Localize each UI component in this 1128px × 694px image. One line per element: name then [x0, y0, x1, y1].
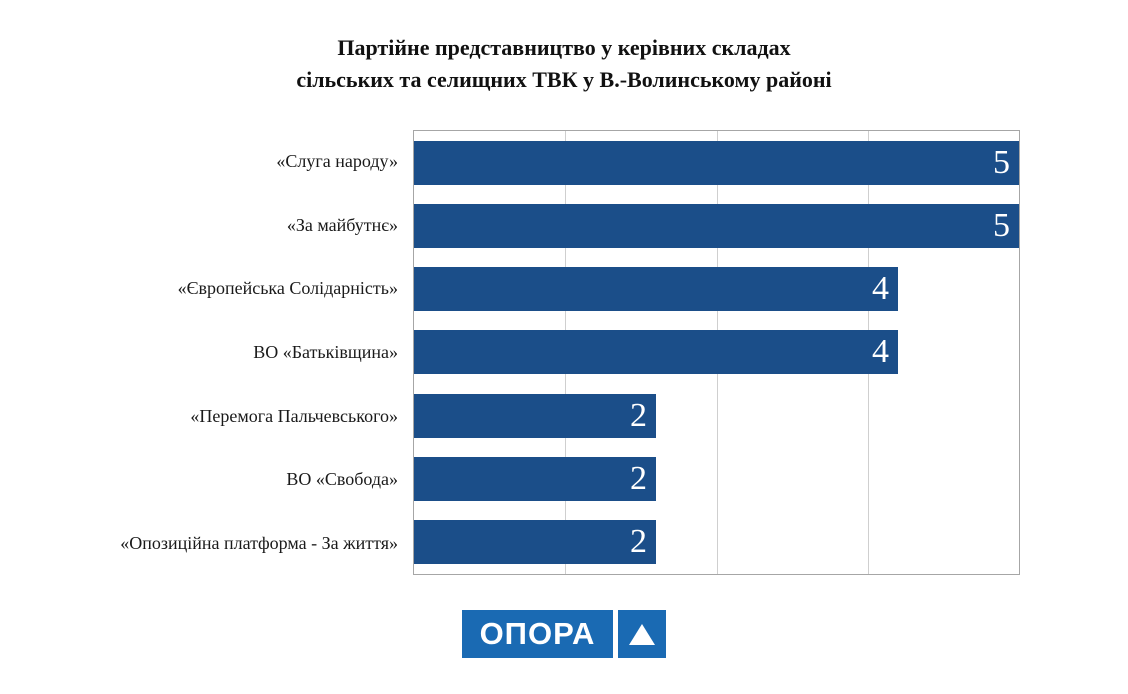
category-label: «Опозиційна платформа - За життя»	[120, 532, 398, 553]
category-label: ВО «Свобода»	[286, 469, 398, 490]
value-label: 5	[993, 206, 1010, 244]
value-label: 2	[630, 460, 647, 498]
opora-logo-text: ОПОРА	[461, 610, 614, 658]
triangle-up-icon	[629, 623, 656, 645]
value-label: 2	[630, 523, 647, 561]
bar: 2	[414, 457, 656, 502]
value-label: 4	[872, 270, 889, 308]
bar: 5	[414, 203, 1019, 248]
opora-logo-square	[618, 610, 667, 658]
category-label: «Перемога Пальчевського»	[190, 405, 398, 426]
bar-row: 2	[414, 447, 1019, 510]
bar: 5	[414, 140, 1019, 185]
bar-row: 4	[414, 258, 1019, 321]
category-label: «Європейська Солідарність»	[177, 278, 398, 299]
chart-title-line-2: сільських та селищних ТВК у В.-Волинсько…	[296, 66, 832, 92]
bar-row: 2	[414, 384, 1019, 447]
bar: 2	[414, 393, 656, 438]
category-label: «Слуга народу»	[276, 151, 398, 172]
bar: 2	[414, 520, 656, 565]
bar: 4	[414, 330, 898, 375]
bar: 4	[414, 267, 898, 312]
chart-title: Партійне представництво у керівних склад…	[0, 32, 1128, 96]
bar-row: 5	[414, 194, 1019, 257]
value-label: 2	[630, 396, 647, 434]
bar-row: 5	[414, 131, 1019, 194]
category-label: ВО «Батьківщина»	[253, 342, 398, 363]
bar-row: 2	[414, 511, 1019, 574]
plot-area: 5 5 4 4 2 2	[413, 130, 1020, 575]
category-labels: «Слуга народу» «За майбутнє» «Європейськ…	[28, 130, 413, 575]
chart-title-line-1: Партійне представництво у керівних склад…	[337, 35, 791, 60]
bar-chart: «Слуга народу» «За майбутнє» «Європейськ…	[28, 130, 1020, 575]
bar-row: 4	[414, 321, 1019, 384]
value-label: 4	[872, 333, 889, 371]
opora-logo: ОПОРА	[0, 610, 1128, 658]
category-label: «За майбутнє»	[286, 214, 398, 235]
value-label: 5	[993, 143, 1010, 181]
